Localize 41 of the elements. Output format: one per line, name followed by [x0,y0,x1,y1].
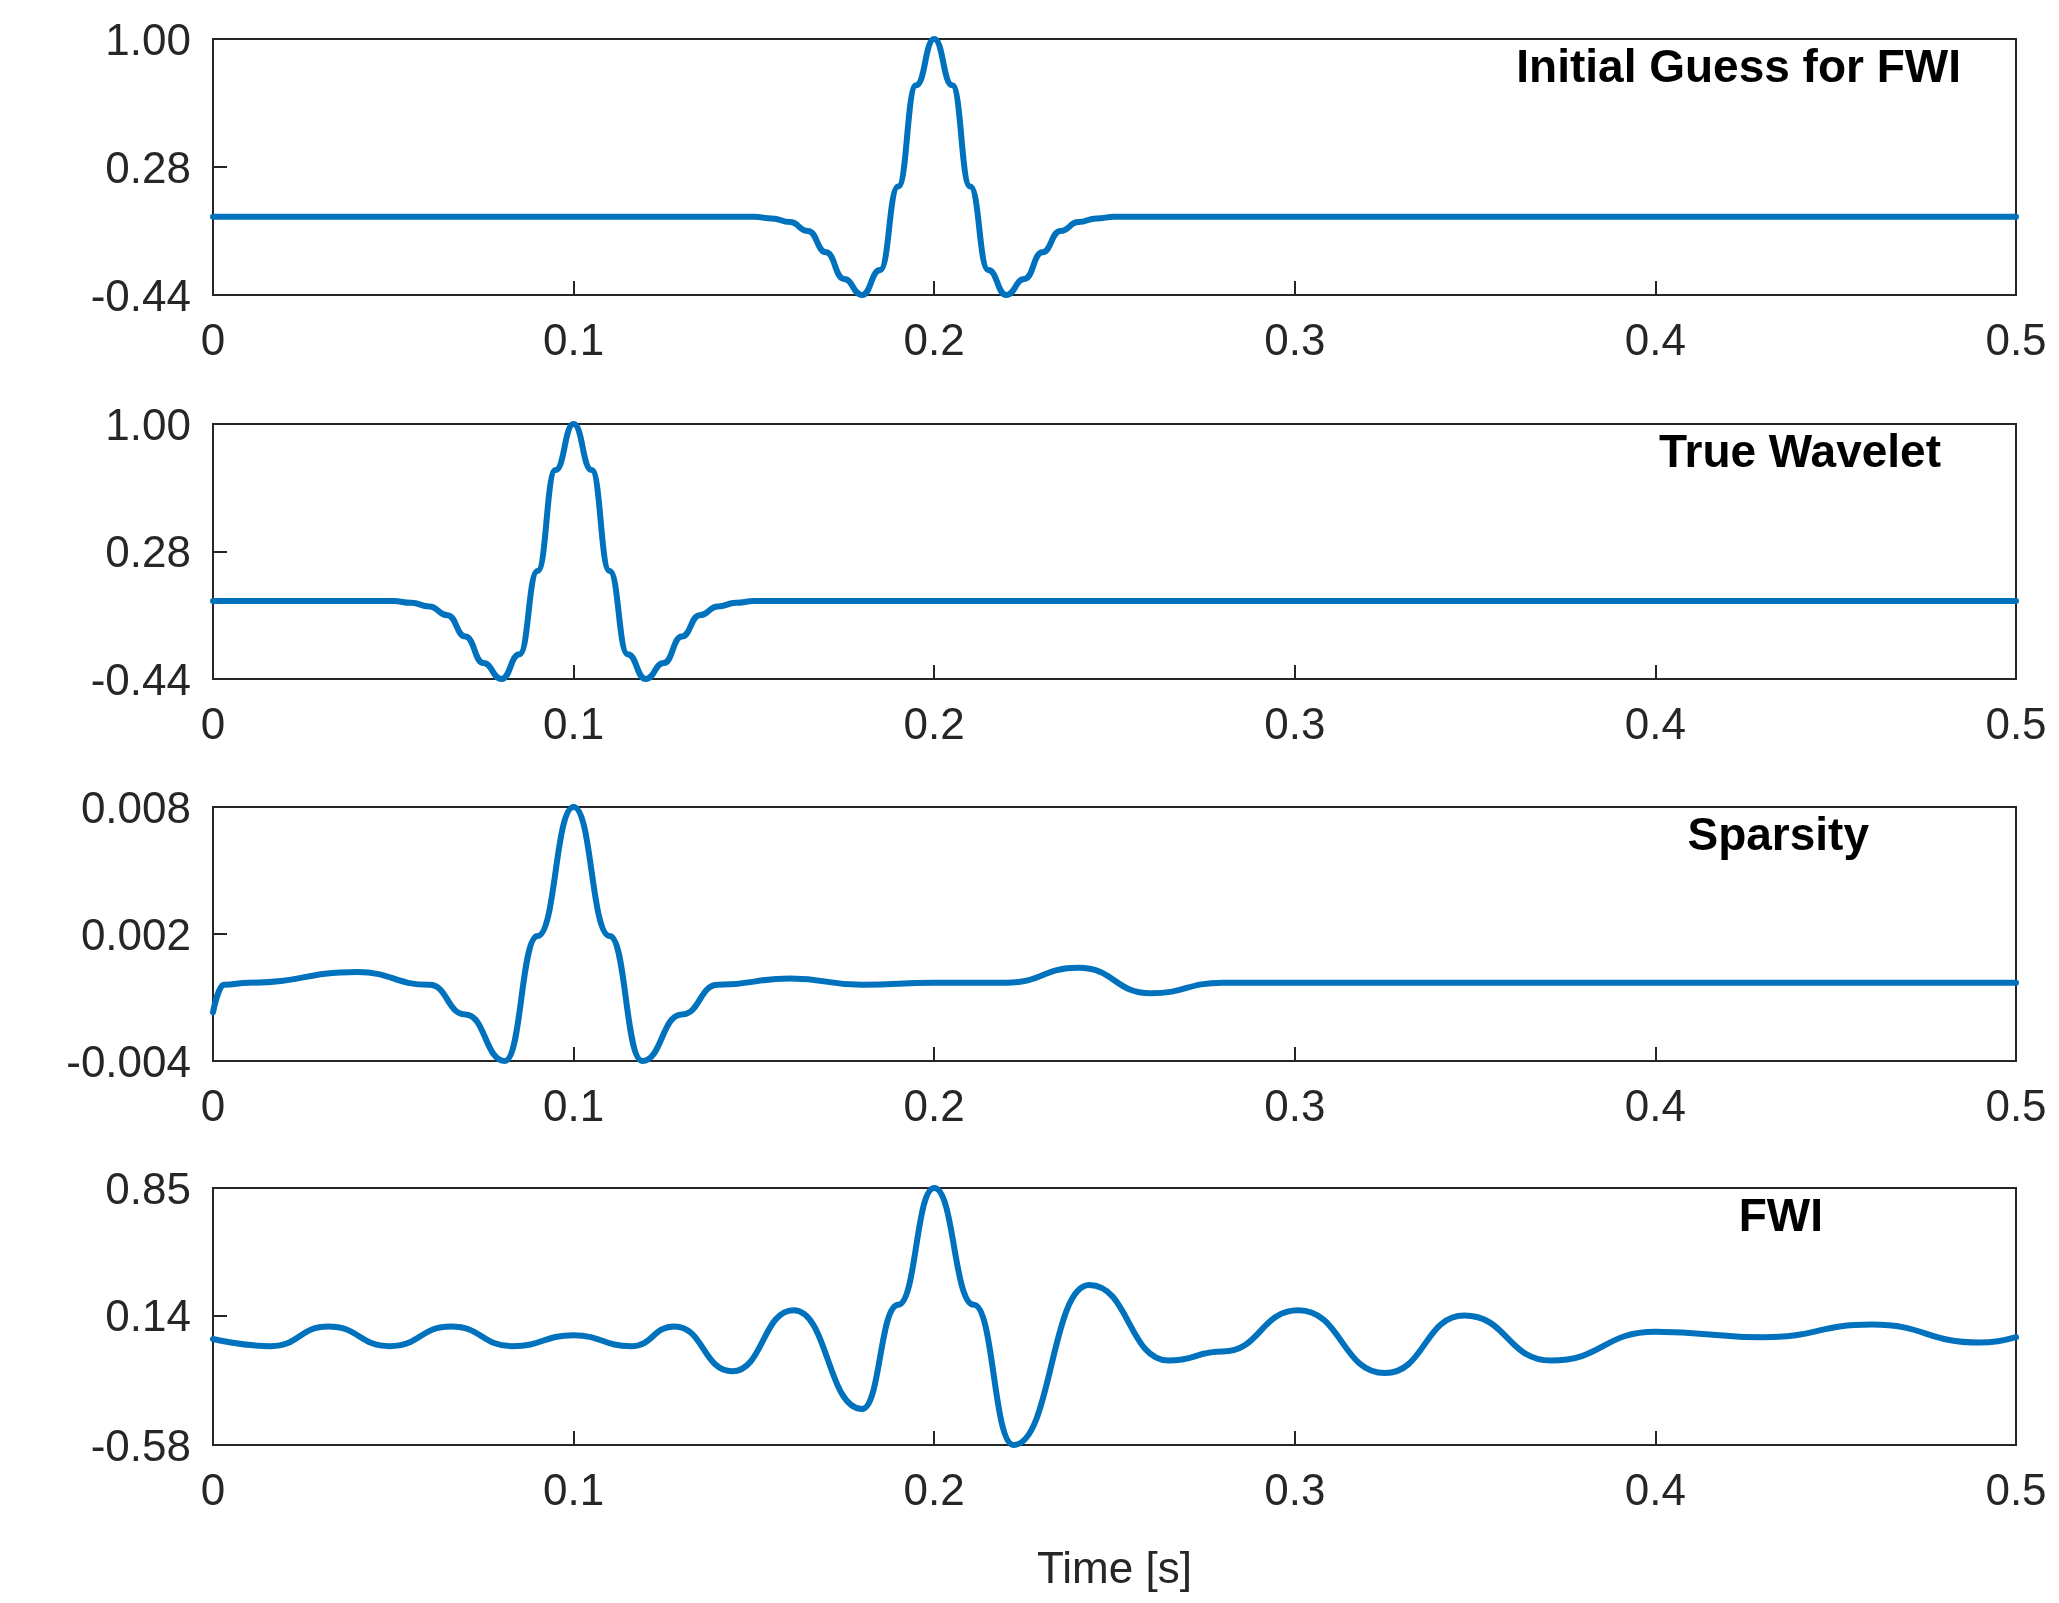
x-tick-label: 0.2 [903,314,965,364]
x-tick-label: 0.1 [543,1080,605,1130]
x-tick-label: 0.5 [1985,1080,2047,1130]
y-tick-label: 0.002 [80,909,191,959]
y-tick-label: -0.44 [90,270,191,320]
y-tick-label: 0.008 [80,782,191,832]
y-tick-label: -0.004 [66,1036,191,1086]
x-tick-label: 0.2 [903,698,965,748]
y-tick-label: 0.85 [105,1163,191,1213]
chart-title: Sparsity [1687,808,1870,860]
chart-title: Initial Guess for FWI [1516,40,1962,92]
x-tick-label: 0.4 [1624,698,1686,748]
x-tick-label: 0.1 [543,698,605,748]
x-tick-label: 0.4 [1624,1464,1686,1514]
y-tick-label: 1.00 [105,399,191,449]
x-tick-label: 0.1 [543,314,605,364]
x-tick-label: 0.3 [1264,1464,1326,1514]
y-tick-label: -0.44 [90,654,191,704]
x-tick-label: 0.5 [1985,1464,2047,1514]
y-tick-label: 0.28 [105,527,191,576]
x-tick-label: 0 [200,1080,226,1130]
x-tick-label: 0.2 [903,1080,965,1130]
x-tick-label: 0 [200,1464,226,1514]
y-tick-label: 1.00 [105,14,191,64]
x-tick-label: 0.3 [1264,1080,1326,1130]
x-tick-label: 0.3 [1264,698,1326,748]
y-tick-label: -0.58 [90,1420,191,1470]
x-tick-label: 0.2 [903,1464,965,1514]
x-tick-label: 0.4 [1624,1080,1686,1130]
x-tick-label: 0 [200,314,226,364]
x-tick-label: 0.5 [1985,314,2047,364]
x-axis-title: Time [s] [1037,1542,1192,1592]
x-tick-label: 0.3 [1264,314,1326,364]
x-tick-label: 0.5 [1985,698,2047,748]
chart-title: True Wavelet [1658,425,1942,477]
y-tick-label: 0.14 [105,1291,191,1341]
x-tick-label: 0 [200,698,226,748]
chart-title: FWI [1738,1189,1823,1241]
y-tick-label: 0.28 [105,142,191,192]
x-tick-label: 0.1 [543,1464,605,1514]
x-tick-label: 0.4 [1624,314,1686,364]
